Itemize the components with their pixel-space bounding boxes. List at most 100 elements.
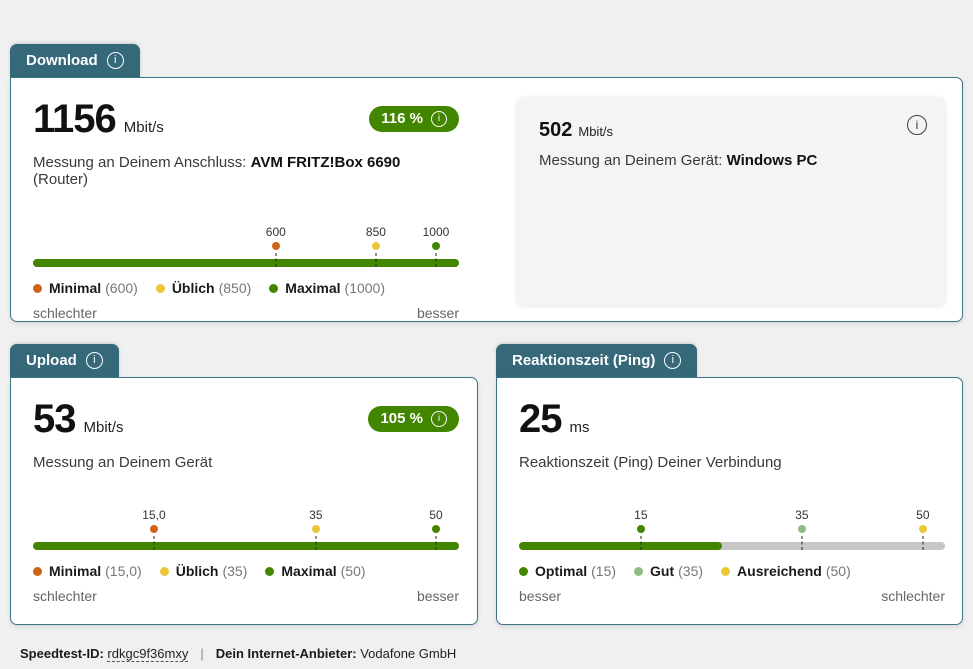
tab-ping-label: Reaktionszeit (Ping) bbox=[512, 352, 656, 369]
legend-name: Üblich bbox=[175, 563, 219, 579]
tab-upload: Upload i bbox=[10, 344, 119, 377]
legend-dot bbox=[269, 283, 279, 293]
legend-dot bbox=[33, 283, 42, 293]
legend-value: (15,0) bbox=[105, 563, 142, 579]
download-direction-labels: schlechter besser bbox=[33, 305, 459, 321]
scale-tick-line bbox=[275, 253, 277, 267]
legend-name: Ausreichend bbox=[737, 563, 822, 579]
scale-tick-line bbox=[640, 536, 642, 550]
scale-marker-dot bbox=[918, 525, 927, 533]
upload-value-row: 53 Mbit/s 105 % i bbox=[33, 398, 459, 440]
legend-item: Üblich (35) bbox=[159, 563, 248, 579]
tab-download-label: Download bbox=[26, 52, 98, 69]
ping-value: 25 bbox=[519, 397, 562, 441]
ping-legend: Optimal (15) Gut (35) Ausreichend (50) bbox=[519, 563, 945, 579]
better-label: besser bbox=[416, 588, 459, 604]
legend-value: (50) bbox=[825, 563, 851, 579]
legend-item: Minimal (15,0) bbox=[33, 563, 142, 579]
tab-ping: Reaktionszeit (Ping) i bbox=[496, 344, 698, 377]
scale-tick-label: 1000 bbox=[422, 225, 450, 239]
scale-tick-label: 600 bbox=[265, 225, 286, 239]
download-value: 1156 bbox=[33, 97, 117, 141]
info-icon[interactable]: i bbox=[664, 352, 682, 369]
scale-tick-line bbox=[315, 536, 317, 550]
legend-dot bbox=[159, 566, 169, 576]
scale-marker-dot bbox=[431, 242, 440, 250]
scale-marker-dot bbox=[431, 525, 440, 533]
info-icon[interactable]: i bbox=[907, 115, 927, 135]
scale-marker-dot bbox=[149, 525, 158, 533]
upload-section: Upload i 53 Mbit/s 105 % i Messung an De… bbox=[10, 344, 478, 625]
legend-name: Gut bbox=[650, 563, 675, 579]
legend-item: Gut (35) bbox=[634, 563, 703, 579]
device-desc-prefix: Messung an Deinem Gerät: bbox=[539, 152, 727, 169]
worse-label: schlechter bbox=[881, 588, 945, 604]
legend-name: Maximal bbox=[285, 280, 341, 296]
download-card: 1156 Mbit/s 116 % i Messung an Deinem An… bbox=[10, 77, 963, 322]
download-gauge: 600 850 1000 bbox=[33, 225, 459, 271]
legend-name: Minimal bbox=[49, 280, 102, 296]
ping-card-content: 25 ms Reaktionszeit (Ping) Deiner Verbin… bbox=[497, 378, 945, 604]
ping-gauge: 15 35 50 bbox=[519, 508, 945, 554]
device-description: Messung an Deinem Gerät: Windows PC bbox=[539, 152, 923, 169]
download-percent-badge[interactable]: 116 % i bbox=[369, 106, 459, 132]
legend-value: (1000) bbox=[344, 280, 385, 296]
info-icon[interactable]: i bbox=[431, 110, 447, 127]
download-desc-suffix: (Router) bbox=[33, 171, 89, 188]
download-desc-device: AVM FRITZ!Box 6690 bbox=[250, 154, 401, 171]
legend-item: Maximal (50) bbox=[265, 563, 366, 579]
scale-bar bbox=[519, 542, 945, 550]
upload-card-content: 53 Mbit/s 105 % i Messung an Deinem Gerä… bbox=[11, 378, 459, 604]
legend-item: Maximal (1000) bbox=[269, 280, 385, 296]
download-legend: Minimal (600) Üblich (850) Maximal (1000) bbox=[33, 280, 459, 296]
info-icon[interactable]: i bbox=[85, 352, 103, 369]
scale-tick-label: 35 bbox=[309, 508, 323, 522]
device-desc-device: Windows PC bbox=[726, 152, 818, 169]
upload-direction-labels: schlechter besser bbox=[33, 588, 459, 604]
upload-value: 53 bbox=[33, 397, 76, 441]
ping-unit: ms bbox=[569, 419, 590, 436]
legend-name: Maximal bbox=[281, 563, 337, 579]
legend-dot bbox=[33, 566, 42, 576]
ping-card: 25 ms Reaktionszeit (Ping) Deiner Verbin… bbox=[496, 377, 963, 625]
legend-value: (850) bbox=[218, 280, 252, 296]
scale-tick-label: 35 bbox=[795, 508, 809, 522]
better-label: besser bbox=[416, 305, 459, 321]
legend-item: Ausreichend (50) bbox=[721, 563, 851, 579]
legend-dot bbox=[519, 566, 528, 576]
scale-bar-fill bbox=[33, 259, 459, 267]
legend-dot bbox=[265, 566, 275, 576]
legend-value: (50) bbox=[340, 563, 366, 579]
tab-upload-label: Upload bbox=[26, 352, 77, 369]
scale-tick-label: 50 bbox=[916, 508, 930, 522]
legend-value: (35) bbox=[222, 563, 248, 579]
provider-value: Vodafone GmbH bbox=[360, 646, 457, 661]
download-desc-prefix: Messung an Deinem Anschluss: bbox=[33, 154, 251, 171]
ping-section: Reaktionszeit (Ping) i 25 ms Reaktionsze… bbox=[496, 344, 963, 625]
download-value-row: 1156 Mbit/s 116 % i bbox=[33, 98, 459, 140]
upload-legend: Minimal (15,0) Üblich (35) Maximal (50) bbox=[33, 563, 459, 579]
scale-tick-line bbox=[153, 536, 155, 550]
device-value-row: 502 Mbit/s bbox=[539, 119, 923, 142]
legend-dot bbox=[155, 283, 165, 293]
scale-tick-line bbox=[375, 253, 377, 267]
ping-description: Reaktionszeit (Ping) Deiner Verbindung bbox=[519, 454, 782, 471]
legend-name: Minimal bbox=[49, 563, 102, 579]
worse-label: schlechter bbox=[33, 305, 97, 321]
provider-label: Dein Internet-Anbieter: bbox=[215, 646, 357, 661]
upload-percent-badge[interactable]: 105 % i bbox=[368, 406, 459, 432]
info-icon[interactable]: i bbox=[106, 52, 124, 69]
download-card-content: 1156 Mbit/s 116 % i Messung an Deinem An… bbox=[11, 78, 459, 321]
scale-tick-label: 15,0 bbox=[142, 508, 166, 522]
upload-percent-value: 105 % bbox=[380, 410, 423, 427]
better-label: besser bbox=[519, 588, 562, 604]
download-section: Download i 1156 Mbit/s 116 % i Messung a… bbox=[10, 44, 963, 322]
legend-value: (15) bbox=[591, 563, 617, 579]
download-unit: Mbit/s bbox=[123, 119, 164, 136]
speedtest-id-value[interactable]: rdkgc9f36mxy bbox=[107, 646, 189, 662]
scale-bar-fill bbox=[33, 542, 459, 550]
ping-value-row: 25 ms bbox=[519, 398, 945, 440]
upload-gauge: 15,0 35 50 bbox=[33, 508, 459, 554]
info-icon[interactable]: i bbox=[431, 410, 447, 427]
scale-tick-line bbox=[435, 536, 437, 550]
